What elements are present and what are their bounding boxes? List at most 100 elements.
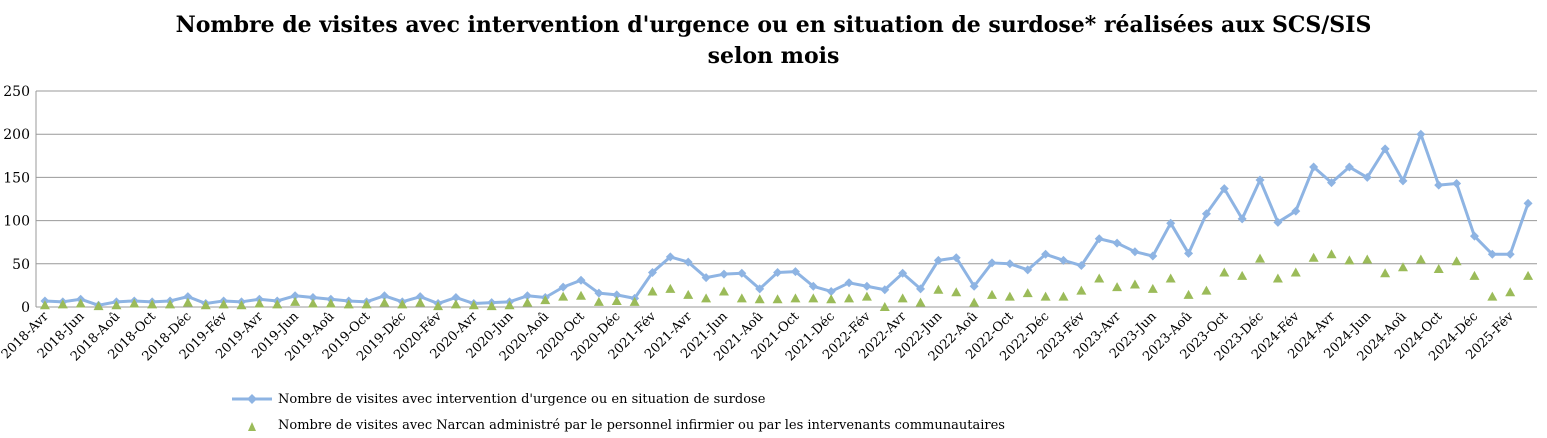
data-point-narcan	[754, 294, 765, 304]
data-point-urgence	[558, 282, 568, 292]
legend-label-urgence: Nombre de visites avec intervention d'ur…	[278, 391, 766, 407]
data-point-narcan	[790, 293, 801, 303]
data-point-urgence	[1523, 198, 1533, 208]
data-point-narcan	[1129, 279, 1140, 289]
data-point-urgence	[1434, 180, 1444, 190]
y-tick-label: 100	[3, 214, 30, 230]
data-point-urgence	[1362, 172, 1372, 182]
data-point-narcan	[1165, 273, 1176, 283]
data-point-narcan	[969, 297, 980, 307]
data-point-urgence	[808, 281, 818, 291]
data-point-narcan	[1433, 263, 1444, 273]
data-point-urgence	[1344, 162, 1354, 172]
data-point-narcan	[986, 289, 997, 299]
data-point-urgence	[1505, 249, 1515, 259]
data-point-narcan	[1415, 254, 1426, 264]
data-point-narcan	[1362, 254, 1373, 264]
data-point-narcan	[1397, 262, 1408, 272]
data-point-narcan	[1112, 282, 1123, 292]
data-point-narcan	[611, 295, 622, 305]
data-point-narcan	[111, 300, 122, 310]
data-point-urgence	[969, 281, 979, 291]
data-point-urgence	[773, 267, 783, 277]
data-point-narcan	[772, 294, 783, 304]
data-point-narcan	[933, 284, 944, 294]
data-point-narcan	[1272, 273, 1283, 283]
data-point-urgence	[1148, 251, 1158, 261]
data-point-narcan	[558, 291, 569, 301]
data-point-narcan	[218, 299, 229, 309]
data-point-narcan	[57, 299, 68, 309]
data-point-narcan	[1326, 249, 1337, 259]
data-point-urgence	[415, 292, 425, 302]
data-point-narcan	[486, 301, 497, 311]
data-point-narcan	[683, 289, 694, 299]
data-point-narcan	[236, 300, 247, 310]
data-point-urgence	[1452, 178, 1462, 188]
data-point-narcan	[647, 286, 658, 296]
data-point-narcan	[504, 300, 515, 310]
data-point-narcan	[665, 283, 676, 293]
data-point-narcan	[701, 293, 712, 303]
data-point-narcan	[1183, 289, 1194, 299]
data-point-narcan	[576, 290, 587, 300]
x-axis-ticks: 2018-Avr2018-Jun2018-Aoû2018-Oct2018-Déc…	[0, 309, 1517, 365]
legend-swatch-diamond-line	[230, 391, 274, 407]
data-point-narcan	[1237, 270, 1248, 280]
chart-title-line-2: selon mois	[707, 43, 840, 69]
data-point-urgence	[880, 285, 890, 295]
data-point-narcan	[290, 296, 301, 306]
data-point-narcan	[826, 294, 837, 304]
data-point-urgence	[1255, 175, 1265, 185]
data-point-urgence	[183, 292, 193, 302]
data-point-urgence	[1058, 255, 1068, 265]
data-point-narcan	[1201, 285, 1212, 295]
x-axis	[35, 91, 1537, 308]
data-point-urgence	[647, 267, 657, 277]
data-point-narcan	[182, 297, 193, 307]
data-point-narcan	[165, 299, 176, 309]
data-point-urgence	[379, 291, 389, 301]
y-tick-label: 150	[3, 170, 30, 186]
data-point-urgence	[308, 292, 318, 302]
data-point-urgence	[522, 291, 532, 301]
data-point-narcan	[1076, 285, 1087, 295]
data-point-narcan	[39, 300, 50, 310]
data-point-narcan	[1290, 267, 1301, 277]
data-point-narcan	[468, 300, 479, 310]
data-point-narcan	[879, 302, 890, 311]
data-point-urgence	[719, 269, 729, 279]
data-point-urgence	[701, 273, 711, 283]
chart-title: Nombre de visites avec intervention d'ur…	[0, 10, 1547, 72]
data-point-urgence	[1237, 214, 1247, 224]
legend-swatch-triangle	[230, 417, 274, 433]
data-point-narcan	[522, 297, 533, 307]
data-point-urgence	[1023, 265, 1033, 275]
data-point-urgence	[844, 278, 854, 288]
data-point-narcan	[433, 301, 444, 311]
data-point-narcan	[129, 298, 140, 308]
y-tick-label: 200	[3, 127, 30, 143]
data-point-urgence	[1487, 249, 1497, 259]
data-point-narcan	[272, 299, 283, 309]
data-point-urgence	[665, 252, 675, 262]
data-point-narcan	[1040, 291, 1051, 301]
data-point-narcan	[844, 293, 855, 303]
data-point-urgence	[1201, 209, 1211, 219]
data-point-narcan	[1344, 255, 1355, 265]
data-point-urgence	[755, 284, 765, 294]
data-point-narcan	[915, 297, 926, 307]
data-point-urgence	[1309, 162, 1319, 172]
series-narcan	[39, 249, 1534, 311]
data-point-urgence	[1416, 129, 1426, 139]
data-point-urgence	[933, 255, 943, 265]
data-point-urgence	[594, 288, 604, 298]
y-tick-label: 50	[12, 257, 30, 273]
data-point-narcan	[397, 299, 408, 309]
series-line-urgence	[44, 132, 1530, 307]
data-point-narcan	[1308, 252, 1319, 262]
data-point-urgence	[451, 292, 461, 302]
y-tick-label: 250	[3, 84, 30, 100]
data-point-narcan	[1147, 283, 1158, 293]
data-point-narcan	[147, 299, 158, 309]
